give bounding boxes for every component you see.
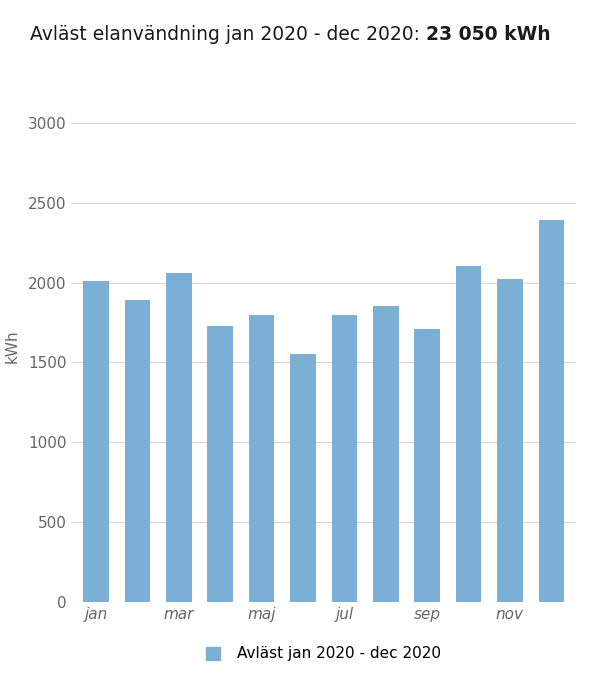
Bar <box>497 279 523 602</box>
Legend: Avläst jan 2020 - dec 2020: Avläst jan 2020 - dec 2020 <box>207 645 441 661</box>
Bar <box>539 220 564 602</box>
Bar <box>207 326 233 602</box>
Bar <box>166 273 192 602</box>
Bar <box>249 314 274 602</box>
Bar <box>125 300 150 602</box>
Bar <box>373 306 399 602</box>
Bar <box>415 329 440 602</box>
Bar <box>83 281 109 602</box>
Bar <box>290 354 316 602</box>
Y-axis label: kWh: kWh <box>5 330 20 363</box>
Bar <box>331 314 357 602</box>
Text: 23 050 kWh: 23 050 kWh <box>426 25 550 43</box>
Text: Avläst elanvändning jan 2020 - dec 2020:: Avläst elanvändning jan 2020 - dec 2020: <box>30 25 426 43</box>
Bar <box>456 266 481 602</box>
